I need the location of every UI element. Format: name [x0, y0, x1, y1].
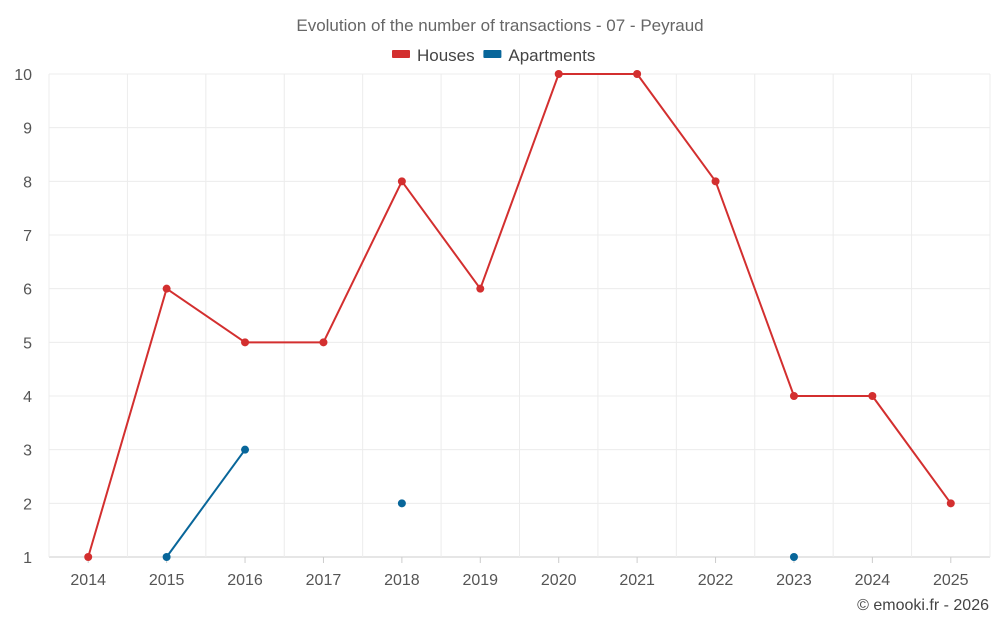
data-point-houses-2025	[946, 499, 955, 508]
data-point-houses-2017	[319, 338, 328, 347]
x-tick-label: 2021	[619, 572, 655, 589]
y-tick-label: 1	[23, 550, 32, 567]
y-tick-label: 8	[23, 174, 32, 191]
y-tick-label: 10	[14, 67, 32, 84]
chart-title: Evolution of the number of transactions …	[296, 16, 703, 35]
legend-label-apartments: Apartments	[508, 46, 595, 65]
credit-text: © emooki.fr - 2026	[857, 597, 989, 614]
legend-swatch-houses	[392, 50, 410, 58]
x-tick-label: 2017	[306, 572, 342, 589]
legend-label-houses: Houses	[417, 46, 475, 65]
y-tick-label: 2	[23, 496, 32, 513]
data-point-houses-2016	[241, 338, 250, 347]
x-tick-label: 2022	[698, 572, 734, 589]
x-tick-label: 2020	[541, 572, 577, 589]
y-axis: 1 2 3 4 5 6 7 8 9 10	[14, 67, 32, 567]
data-point-houses-2014	[84, 553, 93, 561]
series-line-houses	[87, 73, 952, 558]
x-tick-label: 2016	[227, 572, 263, 589]
x-tick-label: 2018	[384, 572, 420, 589]
y-tick-label: 4	[23, 389, 32, 406]
data-point-houses-2023	[789, 392, 798, 400]
data-point-apartments-2016	[241, 445, 250, 454]
data-point-apartments-2018	[397, 499, 406, 508]
legend: Houses Apartments	[392, 46, 595, 65]
grid	[48, 73, 991, 558]
data-point-houses-2018	[397, 177, 406, 186]
x-tick-label: 2015	[149, 572, 185, 589]
series-line-apartments	[165, 449, 246, 558]
y-tick-label: 6	[23, 282, 32, 299]
y-tick-label: 7	[23, 228, 32, 245]
x-tick-label: 2014	[70, 572, 106, 589]
y-tick-label: 5	[23, 335, 32, 352]
data-point-houses-2019	[476, 284, 485, 293]
x-tick-label: 2025	[933, 572, 969, 589]
data-point-apartments-2023	[789, 553, 798, 561]
data-point-houses-2021	[633, 70, 642, 78]
legend-swatch-apartments	[483, 50, 502, 58]
data-point-houses-2015	[162, 284, 171, 293]
data-point-houses-2020	[554, 70, 563, 78]
y-tick-label: 3	[23, 443, 32, 460]
x-tick-label: 2019	[462, 572, 498, 589]
data-point-houses-2024	[868, 392, 877, 400]
x-axis: 2014 2015 2016 2017 2018 2019 2020 2021 2022 2023…	[70, 557, 969, 589]
series-layer	[84, 70, 955, 561]
y-tick-label: 9	[23, 121, 32, 138]
data-point-houses-2022	[711, 177, 720, 186]
data-point-apartments-2015	[162, 553, 171, 561]
x-tick-label: 2023	[776, 572, 812, 589]
x-tick-label: 2024	[855, 572, 891, 589]
